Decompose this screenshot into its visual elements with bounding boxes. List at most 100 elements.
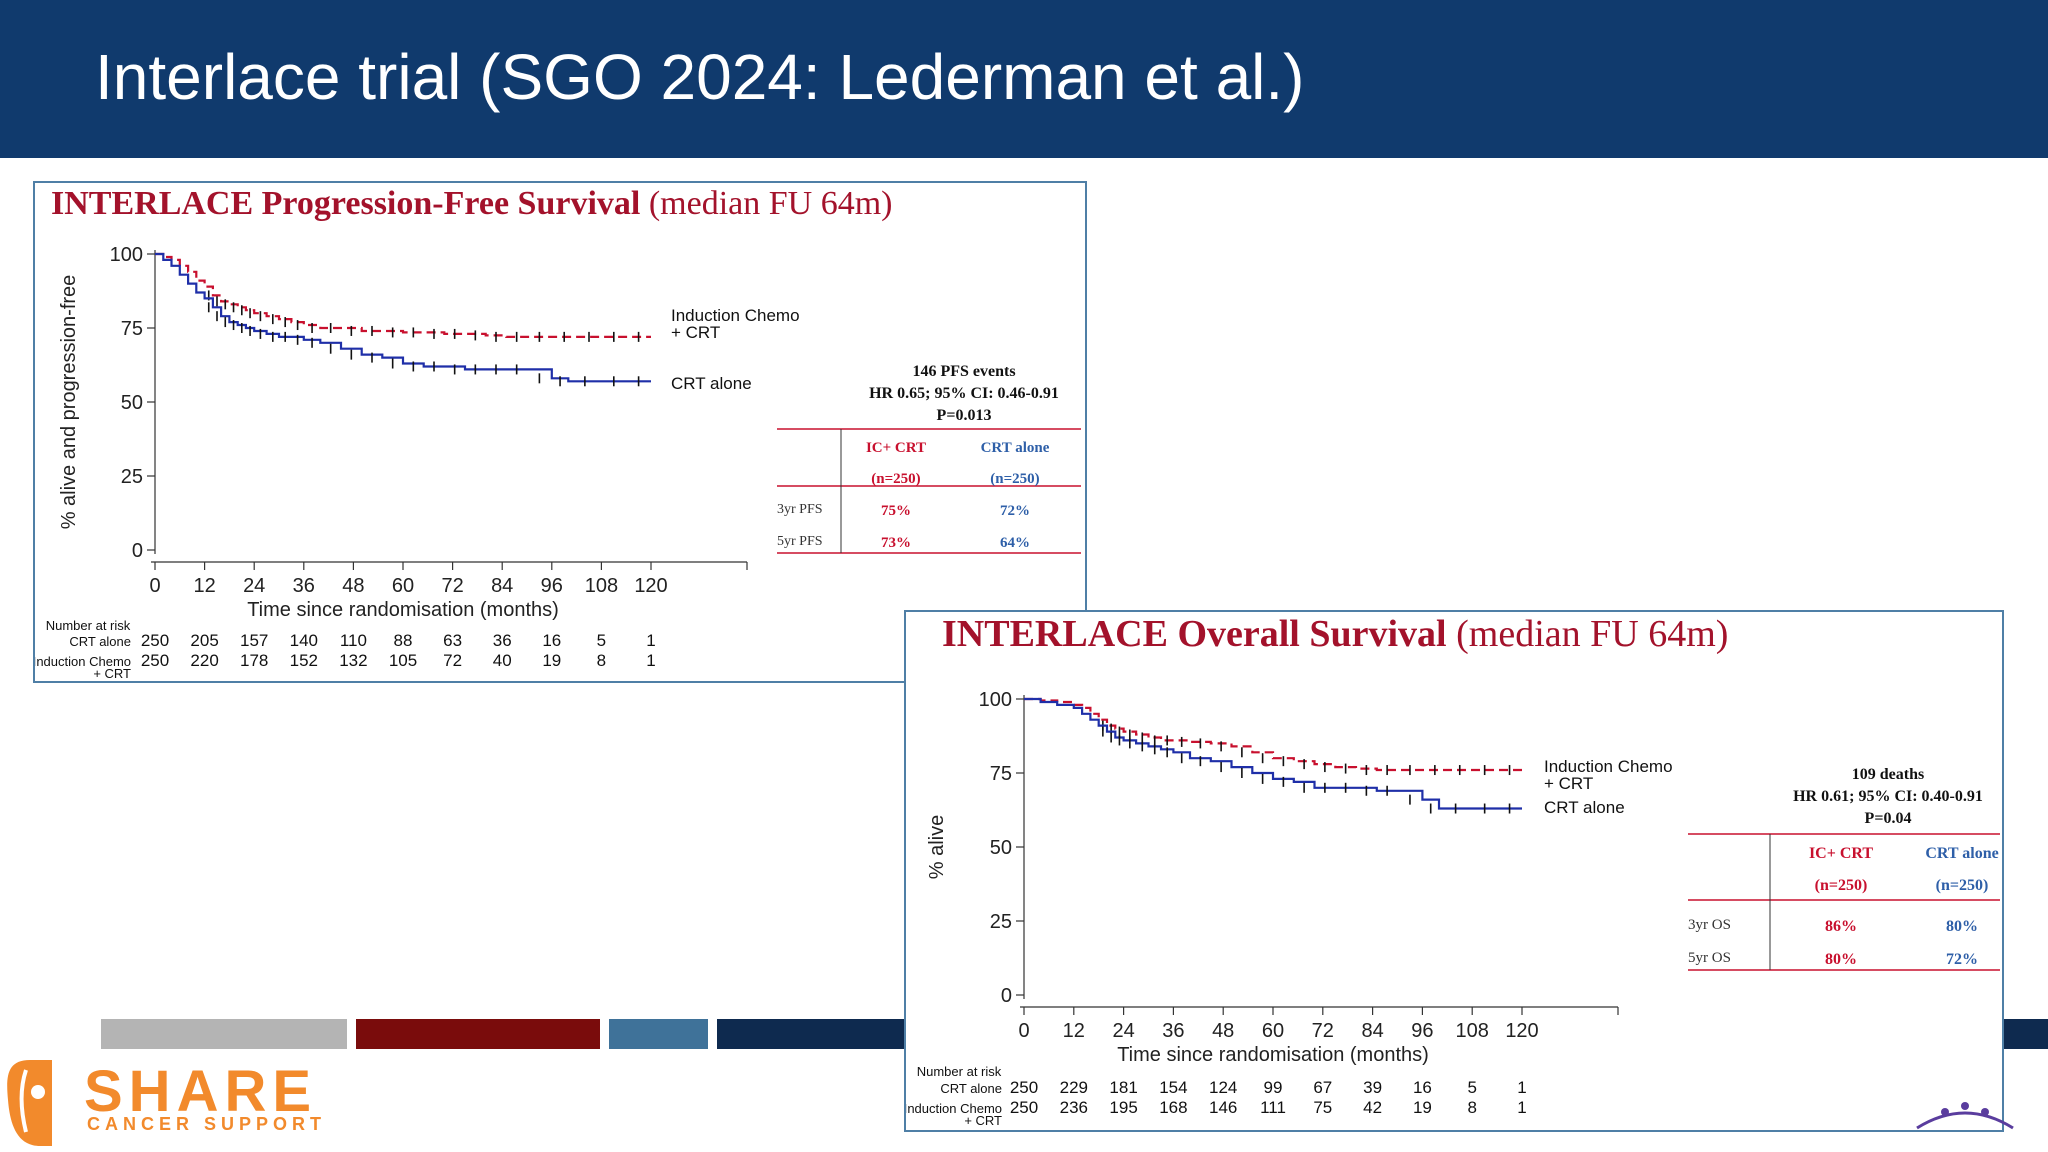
pfs-risk-value: 8	[597, 651, 606, 670]
os-x-tick-label: 60	[1262, 1020, 1284, 1042]
os-table-row-label: 3yr OS	[1688, 917, 1731, 933]
pfs-risk-value: 88	[394, 631, 413, 650]
pfs-risk-value: 110	[340, 631, 367, 650]
pfs-risk-value: 63	[443, 631, 462, 650]
os-risk-value: 195	[1109, 1098, 1137, 1117]
pfs-risk-row-label: + CRT	[93, 666, 131, 681]
pfs-x-tick-label: 120	[634, 575, 667, 597]
pfs-table-row-label: 5yr PFS	[777, 534, 823, 549]
share-logo-icon	[7, 1060, 52, 1146]
os-risk-value: 67	[1313, 1078, 1332, 1097]
pfs-risk-header: Number at risk	[46, 618, 131, 633]
pfs-series-label: + CRT	[671, 323, 720, 342]
os-risk-value: 19	[1413, 1098, 1432, 1117]
pfs-risk-value: 152	[290, 651, 318, 670]
pfs-y-tick-label: 100	[110, 244, 143, 266]
os-risk-value: 1	[1517, 1098, 1526, 1117]
os-series-label: Induction Chemo	[1544, 757, 1673, 776]
os-risk-value: 154	[1159, 1078, 1187, 1097]
os-table-col1-n: (n=250)	[1815, 877, 1868, 894]
os-risk-value: 250	[1010, 1098, 1038, 1117]
os-title-suffix: (median FU 64m)	[1456, 613, 1729, 655]
pfs-x-tick-label: 96	[541, 575, 563, 597]
os-x-tick-label: 72	[1312, 1020, 1334, 1042]
os-y-tick-label: 0	[1001, 985, 1012, 1007]
pfs-x-tick-label: 24	[243, 575, 265, 597]
decor-bar-blue	[609, 1019, 708, 1049]
os-risk-value: 42	[1363, 1098, 1382, 1117]
slide-header: Interlace trial (SGO 2024: Lederman et a…	[0, 0, 2048, 158]
os-title-main: INTERLACE Overall Survival	[942, 613, 1447, 655]
pfs-series-ic-crt-line	[155, 252, 651, 338]
pfs-table-value-ic-crt: 73%	[881, 535, 911, 551]
os-risk-value: 146	[1209, 1098, 1237, 1117]
os-x-tick-label: 96	[1411, 1020, 1433, 1042]
os-risk-value: 124	[1209, 1078, 1237, 1097]
pfs-risk-value: 1	[646, 631, 655, 650]
os-chart-panel: INTERLACE Overall Survival (median FU 64…	[904, 610, 2004, 1132]
pfs-x-tick-label: 60	[392, 575, 414, 597]
pfs-risk-row-label: Induction Chemo	[35, 654, 131, 669]
people-icon	[1916, 1102, 2014, 1130]
os-risk-header: Number at risk	[917, 1064, 1002, 1079]
pfs-risk-value: 220	[190, 651, 218, 670]
os-x-tick-label: 24	[1112, 1020, 1134, 1042]
pfs-table-col1-header: IC+ CRT	[866, 440, 926, 456]
pfs-risk-value: 1	[646, 651, 655, 670]
os-risk-value: 250	[1010, 1078, 1038, 1097]
pfs-x-tick-label: 48	[342, 575, 364, 597]
pfs-risk-value: 16	[542, 631, 561, 650]
os-y-tick-label: 50	[990, 837, 1012, 859]
pfs-risk-value: 19	[542, 651, 561, 670]
os-risk-row-label: Induction Chemo	[906, 1101, 1002, 1116]
os-stats-line: P=0.04	[1865, 810, 1912, 827]
pfs-table-value-crt-alone: 72%	[1000, 503, 1030, 519]
os-table-col2-n: (n=250)	[1936, 877, 1989, 894]
pfs-panel-title: INTERLACE Progression-Free Survival (med…	[51, 185, 892, 223]
pfs-table-col2-n: (n=250)	[990, 471, 1039, 487]
pfs-chart-panel: INTERLACE Progression-Free Survival (med…	[33, 181, 1087, 683]
os-table-col1-header: IC+ CRT	[1809, 845, 1873, 862]
os-series-label: CRT alone	[1544, 798, 1625, 817]
os-risk-value: 181	[1109, 1078, 1137, 1097]
os-stats-line: HR 0.61; 95% CI: 0.40-0.91	[1793, 788, 1983, 805]
pfs-stats-line: P=0.013	[937, 407, 992, 424]
pfs-x-tick-label: 0	[149, 575, 160, 597]
os-y-tick-label: 75	[990, 763, 1012, 785]
os-series-ic-crt-line	[1024, 697, 1522, 772]
pfs-table-col2-header: CRT alone	[981, 440, 1050, 456]
pfs-y-tick-label: 25	[121, 466, 143, 488]
pfs-chart-svg: 0 25 50 75 100 0 12 24 36 48 60 72 84 96 108 120 Time si…	[35, 244, 1081, 681]
logo-subtitle: CANCER SUPPORT	[87, 1114, 327, 1134]
os-chart-svg: 0 25 50 75 100 0 12 24 36 48 60 72 84 96 108 120 Time si…	[906, 689, 2000, 1128]
os-x-tick-label: 108	[1456, 1020, 1489, 1042]
slide-title: Interlace trial (SGO 2024: Lederman et a…	[95, 41, 1305, 113]
pfs-series-crt-alone-line	[155, 252, 651, 383]
os-risk-row-label: CRT alone	[940, 1081, 1002, 1096]
os-table-value-crt-alone: 72%	[1946, 951, 1978, 968]
os-table-row-label: 5yr OS	[1688, 950, 1731, 966]
pfs-risk-value: 157	[240, 631, 268, 650]
os-table-col2-header: CRT alone	[1925, 845, 1998, 862]
pfs-y-tick-label: 50	[121, 392, 143, 414]
os-y-axis-label: % alive	[926, 815, 948, 879]
pfs-risk-value: 5	[597, 631, 606, 650]
pfs-risk-value: 250	[141, 631, 169, 650]
logo-word: SHARE	[84, 1059, 318, 1124]
os-table-value-ic-crt: 86%	[1825, 918, 1857, 935]
pfs-title-main: INTERLACE Progression-Free Survival	[51, 185, 641, 222]
decor-bar-red	[356, 1019, 600, 1049]
pfs-risk-value: 178	[240, 651, 268, 670]
os-risk-value: 8	[1467, 1098, 1476, 1117]
os-y-tick-label: 100	[979, 689, 1012, 711]
os-x-axis-label: Time since randomisation (months)	[1117, 1044, 1429, 1066]
pfs-risk-value: 132	[339, 651, 367, 670]
os-panel-title: INTERLACE Overall Survival (median FU 64…	[942, 612, 1728, 656]
pfs-risk-value: 250	[141, 651, 169, 670]
decor-bar-grey	[101, 1019, 347, 1049]
os-risk-value: 111	[1260, 1098, 1286, 1117]
pfs-y-tick-label: 0	[132, 540, 143, 562]
os-table-value-ic-crt: 80%	[1825, 951, 1857, 968]
os-x-tick-label: 12	[1063, 1020, 1085, 1042]
pfs-x-tick-label: 12	[193, 575, 215, 597]
